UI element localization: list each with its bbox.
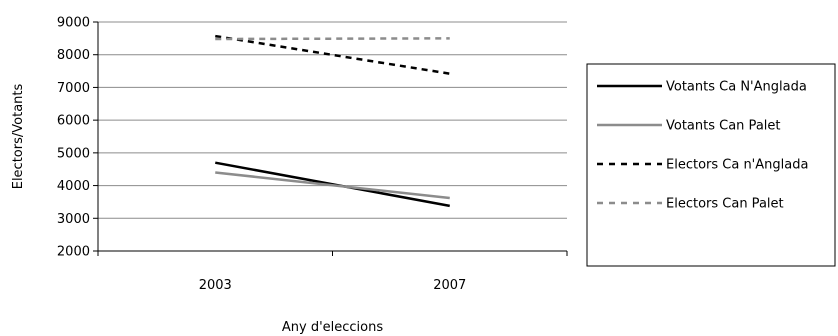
y-tick-label: 7000 xyxy=(57,81,90,96)
y-tick-label: 2000 xyxy=(57,245,90,260)
legend-box xyxy=(586,63,836,267)
y-axis-title: Electors/Votants xyxy=(11,84,26,190)
y-tick-label: 9000 xyxy=(57,16,90,31)
series-line xyxy=(215,37,450,41)
y-tick-label: 3000 xyxy=(57,212,90,227)
y-tick-label: 8000 xyxy=(57,48,90,63)
y-tick-label: 4000 xyxy=(57,179,90,194)
tick-labels: 2000 3000 4000 5000 6000 7000 8000 9000 2003 2007 xyxy=(57,16,466,294)
x-axis-title: Any d'eleccions xyxy=(282,320,383,335)
legend-label: Votants Can Palet xyxy=(666,119,781,134)
x-tick-label: 2003 xyxy=(199,278,232,293)
x-tick-label: 2007 xyxy=(433,278,466,293)
legend-label: Electors Ca n'Anglada xyxy=(666,158,808,173)
axes xyxy=(93,21,568,256)
y-tick-label: 5000 xyxy=(57,146,90,161)
series-line xyxy=(215,171,450,200)
legend: Votants Ca N'Anglada Votants Can Palet Ele… xyxy=(586,63,836,267)
legend-label: Electors Can Palet xyxy=(666,197,784,212)
y-tick-label: 6000 xyxy=(57,114,90,129)
series-lines xyxy=(215,34,450,208)
gridlines xyxy=(98,21,567,219)
legend-label: Votants Ca N'Anglada xyxy=(666,80,807,95)
